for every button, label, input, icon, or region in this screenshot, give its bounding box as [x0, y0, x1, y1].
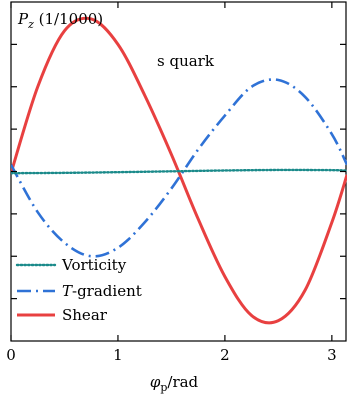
series-line-vorticity — [11, 168, 347, 175]
x-tick-label: 1 — [113, 346, 123, 364]
x-axis-label: φp/rad — [150, 373, 199, 394]
series-line-t-gradient — [11, 78, 347, 258]
legend-label: T-gradient — [62, 282, 142, 300]
series-line-shear — [11, 16, 347, 325]
x-tick-label: 2 — [220, 346, 230, 364]
chart-annotation: s quark — [157, 52, 215, 70]
y-axis-label: Pz (1/1000) — [17, 10, 103, 31]
x-tick-label: 0 — [6, 346, 16, 364]
x-tick-label: 3 — [327, 346, 337, 364]
legend-label: Shear — [62, 306, 108, 324]
legend-label: Vorticity — [61, 256, 127, 274]
